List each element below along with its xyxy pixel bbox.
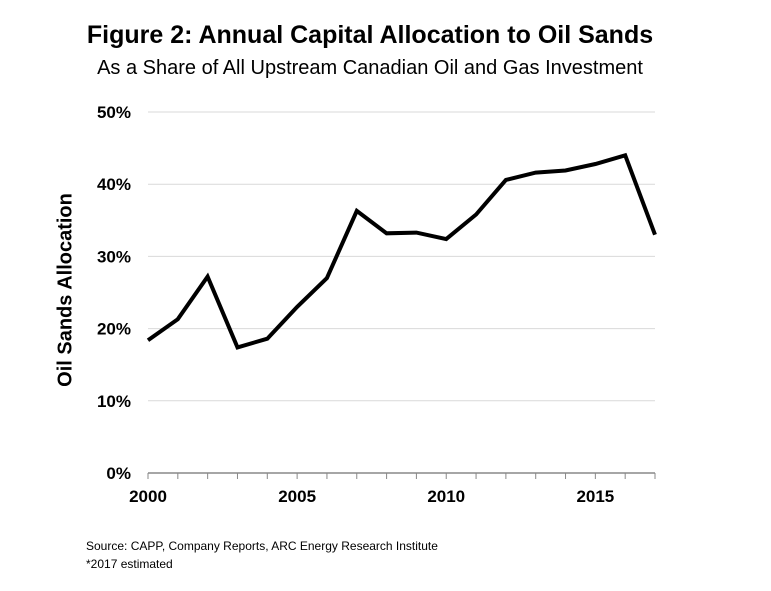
y-tick-label: 30%: [97, 247, 131, 266]
y-tick-label: 10%: [97, 392, 131, 411]
series: [146, 152, 657, 350]
x-tick-label: 2015: [576, 487, 614, 506]
x-tick-label: 2000: [129, 487, 167, 506]
line-chart: 0% 10% 20% 30% 40% 50% 2000 2005 2010 2015: [97, 103, 657, 506]
y-tick-label: 20%: [97, 320, 131, 339]
chart-subtitle: As a Share of All Upstream Canadian Oil …: [97, 57, 643, 79]
chart-title: Figure 2: Annual Capital Allocation to O…: [86, 21, 654, 49]
y-tick-label: 40%: [97, 175, 131, 194]
source-note: Source: CAPP, Company Reports, ARC Energ…: [86, 537, 438, 573]
x-tick-labels: 2000 2005 2010 2015: [129, 487, 614, 506]
axes: [147, 472, 656, 479]
x-tick-label: 2010: [427, 487, 465, 506]
series-line: [146, 152, 657, 350]
x-tick-label: 2005: [278, 487, 316, 506]
estimate-note: *2017 estimated: [86, 557, 173, 571]
y-tick-labels: 0% 10% 20% 30% 40% 50%: [97, 103, 131, 483]
gridlines: [148, 111, 655, 402]
y-tick-label: 0%: [106, 464, 131, 483]
source-text: Source: CAPP, Company Reports, ARC Energ…: [86, 539, 438, 553]
y-tick-label: 50%: [97, 103, 131, 122]
